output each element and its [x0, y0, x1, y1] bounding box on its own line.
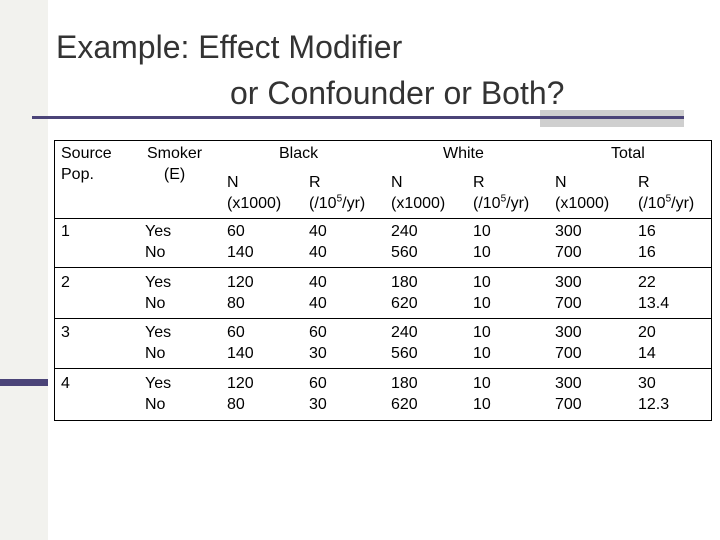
row-1-white-r: 10 10	[473, 223, 491, 261]
header-white: White	[443, 145, 484, 162]
row-4-total-n: 300 700	[555, 375, 582, 413]
row-2-black-r: 40 40	[309, 274, 327, 312]
row-2-white-n: 180 620	[391, 274, 418, 312]
subheader-r-unit: (/105/yr)	[638, 193, 695, 212]
row-1-black-r: 40 40	[309, 223, 327, 261]
row-2-white-r: 10 10	[473, 274, 491, 312]
subheader-total-r: R (/105/yr)	[638, 172, 694, 214]
subheader-r-label: R	[309, 174, 321, 191]
row-3-total-n: 300 700	[555, 324, 582, 362]
row-4-black-r: 60 30	[309, 375, 327, 413]
row-divider	[55, 368, 711, 369]
title-line-1: Example: Effect Modifier	[56, 29, 403, 65]
row-1-smoker: Yes No	[145, 223, 172, 261]
row-4-white-r: 10 10	[473, 375, 491, 413]
header-black: Black	[279, 145, 319, 162]
header-source-pop: Source Pop.	[61, 145, 112, 183]
row-4-pop: 4	[61, 375, 70, 392]
row-3-pop: 3	[61, 324, 70, 341]
subheader-r-label: R	[473, 174, 485, 191]
subheader-r-label: R	[638, 174, 650, 191]
row-divider	[55, 267, 711, 268]
subheader-n-label: N	[555, 174, 567, 191]
subheader-white-r: R (/105/yr)	[473, 172, 529, 214]
subheader-black-n: N (x1000)	[227, 172, 281, 214]
header-total: Total	[611, 145, 645, 162]
row-3-smoker: Yes No	[145, 324, 172, 362]
subheader-total-n: N (x1000)	[555, 172, 609, 214]
row-1-white-n: 240 560	[391, 223, 418, 261]
row-1-total-r: 16 16	[638, 223, 656, 261]
subheader-n-label: N	[391, 174, 403, 191]
row-2-black-n: 120 80	[227, 274, 254, 312]
row-4-smoker: Yes No	[145, 375, 172, 413]
row-3-white-n: 240 560	[391, 324, 418, 362]
row-4-total-r: 30 12.3	[638, 375, 670, 413]
row-3-total-r: 20 14	[638, 324, 656, 362]
subheader-r-unit: (/105/yr)	[309, 193, 366, 212]
header-smoker: Smoker (E)	[147, 145, 203, 183]
row-2-pop: 2	[61, 274, 70, 291]
title-line-2: or Confounder or Both?	[230, 75, 565, 111]
subheader-n-unit: (x1000)	[555, 195, 610, 212]
subheader-n-label: N	[227, 174, 239, 191]
left-accent-bar	[0, 379, 48, 386]
data-table: Source Pop. Smoker (E) Black White Total…	[54, 140, 712, 421]
subheader-n-unit: (x1000)	[227, 195, 282, 212]
row-3-black-r: 60 30	[309, 324, 327, 362]
row-2-smoker: Yes No	[145, 274, 172, 312]
slide-title: Example: Effect Modifier or Confounder o…	[56, 24, 564, 116]
row-divider	[55, 318, 711, 319]
row-1-total-n: 300 700	[555, 223, 582, 261]
subheader-white-n: N (x1000)	[391, 172, 445, 214]
left-decorative-band	[0, 0, 48, 540]
row-3-black-n: 60 140	[227, 324, 254, 362]
title-rule	[32, 116, 684, 119]
row-2-total-r: 22 13.4	[638, 274, 670, 312]
header-divider	[55, 218, 711, 219]
row-2-total-n: 300 700	[555, 274, 582, 312]
row-1-black-n: 60 140	[227, 223, 254, 261]
subheader-black-r: R (/105/yr)	[309, 172, 365, 214]
row-4-black-n: 120 80	[227, 375, 254, 413]
row-4-white-n: 180 620	[391, 375, 418, 413]
subheader-r-unit: (/105/yr)	[473, 193, 530, 212]
row-1-pop: 1	[61, 223, 70, 240]
row-3-white-r: 10 10	[473, 324, 491, 362]
subheader-n-unit: (x1000)	[391, 195, 446, 212]
